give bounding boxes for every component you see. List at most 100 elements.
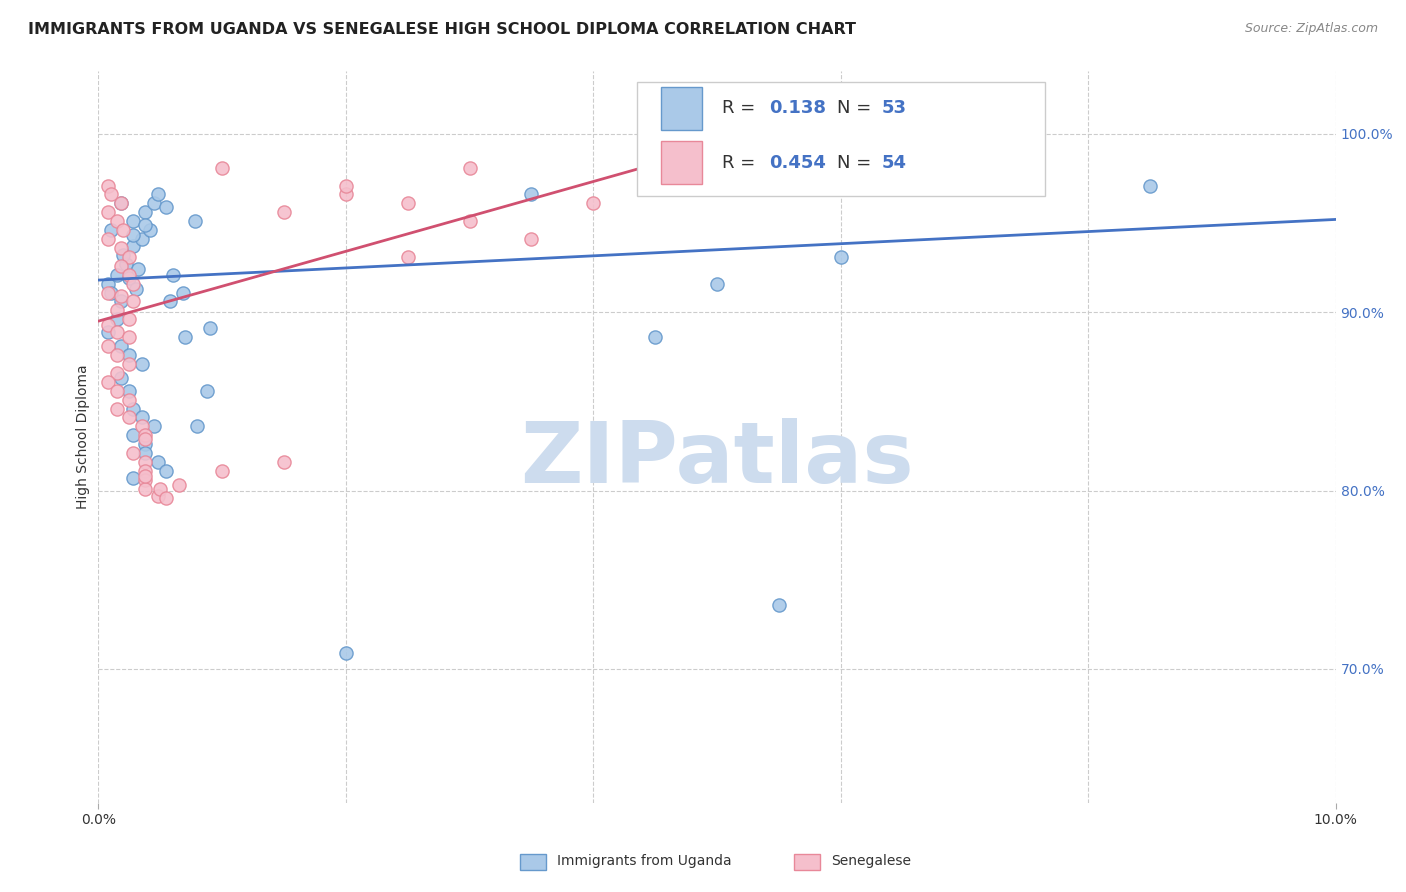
Point [110, 196, 132, 211]
Point [110, 196, 132, 211]
Point [134, 446, 156, 460]
Text: N =: N = [837, 99, 877, 118]
Point [122, 471, 145, 485]
Point [582, 196, 605, 211]
Point [830, 250, 852, 264]
Point [149, 482, 172, 496]
Point [118, 250, 141, 264]
Point [520, 232, 543, 246]
Point [122, 446, 145, 460]
Point [644, 330, 666, 344]
Point [273, 455, 295, 469]
Text: IMMIGRANTS FROM UGANDA VS SENEGALESE HIGH SCHOOL DIPLOMA CORRELATION CHART: IMMIGRANTS FROM UGANDA VS SENEGALESE HIG… [28, 22, 856, 37]
Point [118, 330, 141, 344]
Point [105, 384, 128, 398]
Point [396, 196, 419, 211]
Point [122, 401, 145, 416]
Point [155, 200, 177, 214]
Point [118, 410, 141, 425]
Point [134, 205, 156, 219]
Point [122, 228, 145, 243]
Point [134, 469, 156, 483]
Text: Senegalese: Senegalese [831, 854, 911, 868]
Point [105, 401, 128, 416]
Point [97, 318, 120, 332]
Point [97, 285, 120, 300]
Point [122, 277, 145, 291]
Point [105, 303, 128, 318]
Point [110, 371, 132, 385]
Point [134, 218, 156, 232]
Point [172, 285, 194, 300]
Point [155, 491, 177, 505]
Point [100, 285, 122, 300]
Point [122, 239, 145, 253]
Point [110, 241, 132, 255]
Text: 0.138: 0.138 [769, 99, 827, 118]
Point [118, 268, 141, 282]
Point [105, 214, 128, 228]
Point [100, 187, 122, 202]
Point [131, 419, 153, 434]
Point [110, 259, 132, 273]
Point [110, 289, 132, 303]
Point [105, 268, 128, 282]
Point [134, 482, 156, 496]
Point [198, 321, 221, 335]
Point [97, 205, 120, 219]
Point [134, 428, 156, 442]
Point [146, 489, 169, 503]
Text: Source: ZipAtlas.com: Source: ZipAtlas.com [1244, 22, 1378, 36]
Point [167, 478, 190, 492]
Point [97, 339, 120, 353]
Point [174, 330, 197, 344]
Point [118, 312, 141, 326]
Text: Immigrants from Uganda: Immigrants from Uganda [557, 854, 731, 868]
Point [195, 384, 218, 398]
Point [124, 282, 146, 296]
Point [97, 277, 120, 291]
Point [105, 325, 128, 339]
Point [1139, 178, 1161, 193]
Point [97, 232, 120, 246]
Point [139, 223, 162, 237]
Point [768, 598, 790, 612]
Text: R =: R = [723, 99, 762, 118]
Point [143, 196, 166, 211]
Point [953, 169, 976, 184]
Point [118, 357, 141, 371]
Point [112, 223, 135, 237]
Point [211, 161, 233, 175]
Point [134, 432, 156, 446]
Point [134, 437, 156, 451]
Text: 54: 54 [882, 153, 907, 172]
Point [146, 187, 169, 202]
Point [112, 248, 135, 262]
Point [155, 464, 177, 478]
Text: N =: N = [837, 153, 877, 172]
Point [114, 257, 136, 271]
Text: ZIPatlas: ZIPatlas [520, 417, 914, 500]
Point [458, 161, 481, 175]
Point [134, 455, 156, 469]
Point [118, 271, 141, 285]
Point [131, 410, 153, 425]
Point [122, 428, 145, 442]
Point [131, 357, 153, 371]
Point [186, 419, 208, 434]
Point [146, 455, 169, 469]
Point [458, 214, 481, 228]
Point [122, 294, 145, 309]
Point [143, 419, 166, 434]
Y-axis label: High School Diploma: High School Diploma [76, 365, 90, 509]
Point [335, 187, 357, 202]
Point [110, 294, 132, 309]
Point [273, 205, 295, 219]
Point [105, 348, 128, 362]
Point [105, 366, 128, 380]
Point [211, 464, 233, 478]
Point [110, 339, 132, 353]
Point [159, 294, 181, 309]
Point [97, 325, 120, 339]
Point [131, 232, 153, 246]
